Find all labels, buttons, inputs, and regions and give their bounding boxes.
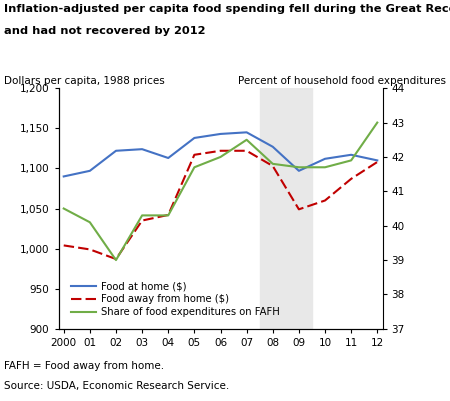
Legend: Food at home ($), Food away from home ($), Share of food expenditures on FAFH: Food at home ($), Food away from home ($… — [67, 277, 284, 322]
Text: Dollars per capita, 1988 prices: Dollars per capita, 1988 prices — [4, 76, 165, 86]
Text: Source: USDA, Economic Research Service.: Source: USDA, Economic Research Service. — [4, 381, 230, 391]
Text: Inflation-adjusted per capita food spending fell during the Great Recession: Inflation-adjusted per capita food spend… — [4, 4, 450, 14]
Text: Percent of household food expenditures: Percent of household food expenditures — [238, 76, 446, 86]
Text: and had not recovered by 2012: and had not recovered by 2012 — [4, 26, 206, 36]
Text: FAFH = Food away from home.: FAFH = Food away from home. — [4, 361, 165, 371]
Bar — [260, 88, 312, 329]
